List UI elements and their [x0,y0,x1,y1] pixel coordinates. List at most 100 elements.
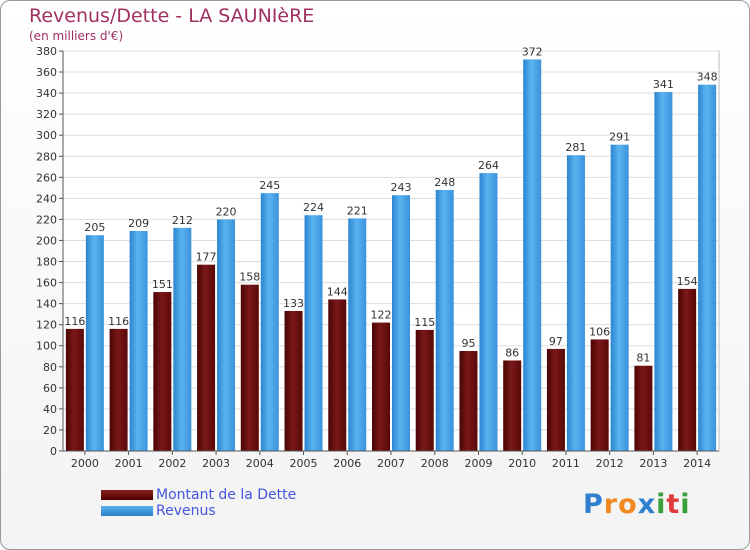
bar-debt [372,322,390,451]
y-tick-label: 0 [50,445,57,458]
bar-debt [65,328,84,451]
logo-letter: x [637,489,657,520]
data-label-debt: 154 [677,275,698,288]
bar-debt [503,360,522,451]
legend-swatch-debt [101,490,153,500]
y-tick-label: 380 [36,45,57,58]
x-tick-label: 2014 [683,457,711,470]
bar-revenue [173,227,192,451]
data-label-revenue: 220 [216,205,237,218]
bar-revenue [304,215,323,451]
bar-revenue [435,189,454,451]
y-tick-label: 160 [36,277,57,290]
y-tick-label: 40 [43,403,57,416]
bar-revenue [566,155,585,452]
bar-debt [153,292,172,451]
x-tick-label: 2005 [290,457,318,470]
y-tick-label: 320 [36,108,57,121]
plot-area [62,50,720,452]
data-label-debt: 86 [505,346,519,359]
data-label-debt: 95 [461,337,475,350]
y-tick-label: 360 [36,66,57,79]
data-label-debt: 97 [549,335,563,348]
bar-revenue [523,59,542,451]
bar-revenue [654,92,673,451]
bar-revenue [392,195,410,451]
data-label-debt: 81 [636,352,650,365]
y-tick-label: 120 [36,319,57,332]
data-label-revenue: 221 [347,204,368,217]
proxiti-logo: Proxiti [583,489,691,520]
logo-letter: r [603,489,619,520]
logo-letter: P [583,489,604,520]
x-tick-label: 2004 [246,457,274,470]
data-label-debt: 106 [589,325,610,338]
x-tick-label: 2009 [464,457,492,470]
data-label-revenue: 212 [172,214,193,227]
legend-label-revenue: Revenus [156,503,216,519]
x-tick-label: 2003 [202,457,230,470]
y-tick-label: 280 [36,150,57,163]
y-tick-label: 300 [36,129,57,142]
data-label-debt: 151 [152,278,173,291]
x-tick-label: 2010 [508,457,536,470]
bar-revenue [217,219,236,451]
bar-debt [590,339,609,451]
x-tick-label: 2011 [552,457,580,470]
bar-debt [284,311,303,451]
data-label-revenue: 281 [565,141,586,154]
x-tick-label: 2006 [333,457,361,470]
data-label-debt: 177 [196,251,217,264]
x-tick-label: 2012 [596,457,624,470]
bar-debt [197,264,216,451]
logo-letter: i [680,489,691,520]
data-label-revenue: 248 [434,176,455,189]
logo-letter: t [666,489,681,520]
legend-swatch-revenue [101,506,153,516]
y-tick-label: 140 [36,298,57,311]
bar-debt [634,365,653,451]
x-tick-label: 2001 [115,457,143,470]
y-tick-label: 220 [36,213,57,226]
data-label-debt: 158 [239,271,260,284]
y-tick-label: 200 [36,234,57,247]
data-label-debt: 115 [414,316,435,329]
bar-revenue [698,84,717,452]
data-label-revenue: 245 [259,179,280,192]
bar-debt [546,348,565,451]
bar-debt [328,299,347,451]
bar-revenue [348,218,367,451]
chart-title: Revenus/Dette - LA SAUNIèRE [29,5,315,27]
bar-debt [240,284,259,451]
chart-subtitle: (en milliers d'€) [29,29,124,43]
bar-debt [459,351,478,451]
data-label-debt: 144 [327,285,348,298]
y-tick-label: 180 [36,256,57,269]
data-label-debt: 116 [108,315,129,328]
data-label-revenue: 264 [478,159,499,172]
data-label-revenue: 341 [653,78,674,91]
bar-revenue [85,235,104,451]
y-tick-label: 260 [36,171,57,184]
data-label-revenue: 372 [522,45,543,58]
y-tick-label: 340 [36,87,57,100]
data-label-revenue: 205 [84,221,105,234]
data-label-debt: 133 [283,297,304,310]
bar-revenue [479,173,498,451]
data-label-debt: 122 [371,309,392,322]
x-tick-label: 2002 [158,457,186,470]
y-tick-label: 240 [36,192,57,205]
x-tick-label: 2013 [639,457,667,470]
bar-revenue [610,144,629,451]
data-label-revenue: 243 [391,181,412,194]
bar-revenue [260,193,279,451]
legend-label-debt: Montant de la Dette [156,487,297,503]
x-tick-label: 2007 [377,457,405,470]
y-tick-label: 80 [43,361,57,374]
y-tick-label: 100 [36,340,57,353]
x-tick-label: 2000 [71,457,99,470]
y-tick-label: 20 [43,424,57,437]
bar-debt [415,329,434,451]
